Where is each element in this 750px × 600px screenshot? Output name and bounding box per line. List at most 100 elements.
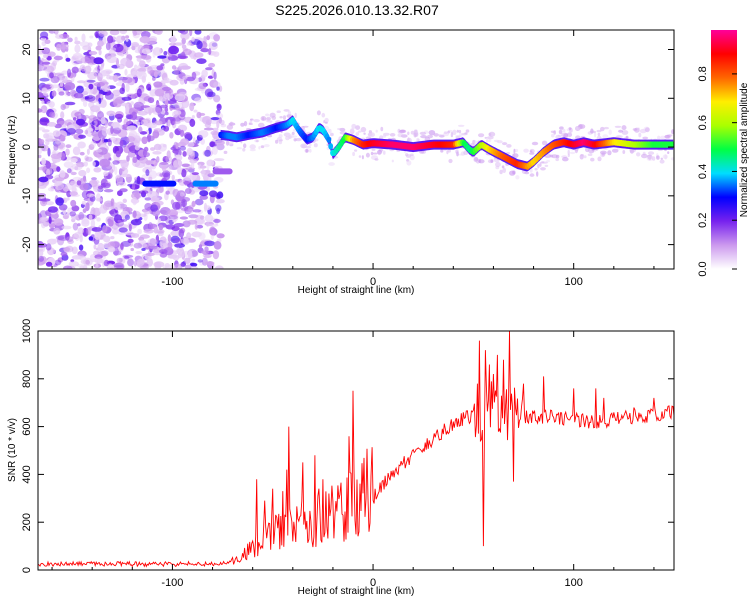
- noise-speckle: [115, 35, 124, 44]
- noise-speckle: [64, 82, 76, 91]
- noise-speckle: [78, 211, 85, 220]
- noise-speckle: [87, 226, 92, 236]
- noise-speckle: [71, 255, 82, 260]
- noise-speckle: [48, 216, 52, 224]
- noise-speckle: [39, 216, 48, 223]
- halo-speckle: [228, 140, 234, 145]
- noise-speckle: [148, 170, 157, 180]
- noise-speckle: [193, 109, 198, 113]
- noise-speckle: [168, 45, 180, 55]
- noise-speckle: [88, 214, 93, 221]
- secondary-feature: [142, 180, 177, 187]
- halo-speckle: [442, 132, 449, 137]
- halo-speckle: [260, 116, 267, 121]
- halo-speckle: [375, 129, 378, 133]
- noise-speckle: [120, 57, 131, 67]
- noise-speckle: [82, 264, 88, 269]
- halo-speckle: [440, 149, 444, 153]
- noise-speckle: [60, 135, 66, 142]
- noise-speckle: [38, 44, 42, 54]
- halo-speckle: [219, 119, 225, 126]
- noise-speckle: [211, 145, 218, 155]
- spectrogram-ytick-label: 20: [21, 43, 33, 55]
- snr-xtick-label: 0: [370, 577, 376, 589]
- noise-speckle: [102, 69, 113, 75]
- halo-speckle: [596, 129, 602, 133]
- halo-speckle: [457, 124, 465, 127]
- noise-speckle: [124, 231, 134, 236]
- noise-speckle: [121, 96, 132, 101]
- halo-speckle: [657, 135, 661, 141]
- noise-speckle: [77, 223, 81, 227]
- halo-speckle: [407, 131, 410, 136]
- noise-speckle: [91, 131, 103, 137]
- noise-speckle: [184, 264, 192, 269]
- halo-speckle: [328, 128, 332, 134]
- halo-speckle: [370, 151, 374, 156]
- spectrogram-xtick-label: 100: [565, 276, 583, 288]
- halo-speckle: [486, 138, 489, 143]
- halo-speckle: [265, 113, 270, 117]
- noise-speckle: [78, 244, 84, 251]
- halo-speckle: [427, 134, 433, 139]
- noise-speckle: [84, 95, 96, 102]
- noise-speckle: [194, 30, 202, 35]
- halo-speckle: [447, 149, 451, 153]
- noise-speckle: [114, 202, 121, 211]
- noise-speckle: [49, 111, 56, 119]
- noise-speckle: [38, 92, 44, 98]
- noise-speckle: [205, 169, 211, 174]
- noise-speckle: [79, 183, 89, 191]
- noise-speckle: [63, 161, 74, 169]
- noise-speckle: [67, 68, 72, 78]
- halo-speckle: [478, 159, 485, 164]
- halo-speckle: [478, 133, 485, 138]
- noise-speckle: [103, 171, 109, 177]
- noise-speckle: [214, 158, 225, 162]
- halo-speckle: [563, 133, 569, 139]
- noise-speckle: [90, 211, 94, 215]
- halo-speckle: [324, 117, 329, 123]
- noise-speckle: [189, 102, 195, 112]
- noise-speckle: [165, 190, 170, 195]
- noise-speckle: [93, 120, 98, 126]
- halo-speckle: [357, 130, 362, 133]
- halo-speckle: [383, 150, 386, 155]
- halo-speckle: [316, 110, 321, 116]
- noise-speckle: [136, 213, 147, 218]
- noise-speckle: [171, 174, 175, 181]
- noise-speckle: [54, 259, 62, 266]
- halo-speckle: [667, 151, 670, 155]
- noise-speckle: [98, 66, 104, 70]
- noise-speckle: [201, 69, 208, 78]
- halo-speckle: [600, 126, 605, 132]
- noise-speckle: [146, 122, 157, 129]
- noise-speckle: [147, 66, 153, 75]
- noise-speckle: [164, 263, 170, 268]
- noise-speckle: [152, 76, 156, 81]
- noise-speckle: [61, 75, 68, 81]
- noise-speckle: [213, 81, 221, 88]
- noise-speckle: [205, 67, 213, 71]
- noise-speckle: [155, 172, 164, 177]
- noise-speckle: [191, 172, 199, 176]
- noise-speckle: [216, 233, 225, 239]
- noise-speckle: [198, 130, 209, 138]
- halo-speckle: [502, 142, 508, 146]
- noise-speckle: [167, 119, 171, 128]
- spectrogram-ytick-label: -10: [21, 188, 33, 204]
- noise-speckle: [97, 40, 104, 47]
- noise-speckle: [88, 144, 95, 150]
- noise-speckle: [106, 110, 116, 117]
- noise-speckle: [38, 65, 44, 71]
- noise-speckle: [60, 251, 68, 257]
- noise-speckle: [182, 151, 187, 157]
- halo-speckle: [488, 138, 492, 143]
- noise-speckle: [110, 236, 115, 240]
- halo-speckle: [597, 132, 601, 137]
- noise-speckle: [161, 170, 171, 178]
- noise-speckle: [50, 153, 62, 160]
- noise-speckle: [168, 88, 174, 97]
- noise-speckle: [132, 156, 138, 163]
